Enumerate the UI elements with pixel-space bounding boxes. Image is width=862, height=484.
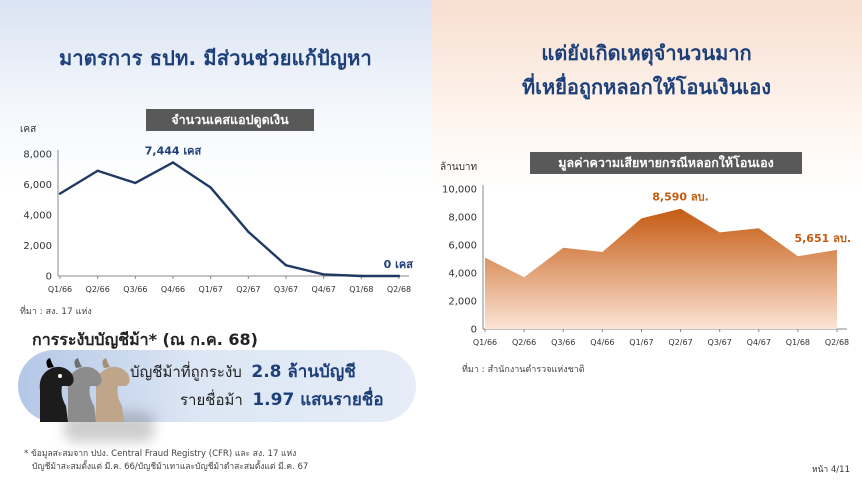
accounts-row-suspended: บัญชีม้าที่ถูกระงับ 2.8 ล้านบัญชี: [130, 358, 356, 385]
y-tick-label: 2,000: [448, 297, 477, 308]
x-tick-label: Q3/66: [551, 338, 575, 347]
right-title-line1: แต่ยังเกิดเหตุจำนวนมาก: [541, 41, 752, 65]
x-tick-label: Q2/68: [825, 338, 849, 347]
names-label: รายชื่อม้า: [180, 391, 243, 409]
horse-heads-group: [39, 358, 130, 422]
x-tick-label: Q4/66: [590, 338, 614, 347]
suspended-label: บัญชีม้าที่ถูกระงับ: [130, 363, 242, 381]
horse-head-icon-tan: [95, 358, 130, 422]
damage-area-series: [485, 208, 837, 329]
right-title: แต่ยังเกิดเหตุจำนวนมาก ที่เหยื่อถูกหลอกใ…: [431, 36, 862, 104]
left-source: ที่มา : สง. 17 แห่ง: [20, 307, 92, 317]
line-data-point: [58, 192, 62, 195]
line-data-point: [322, 273, 325, 276]
x-tick-label: Q1/66: [48, 285, 72, 294]
line-data-point: [247, 230, 250, 233]
right-chart-unit: ล้านบาท: [440, 162, 478, 173]
line-data-point: [134, 181, 137, 185]
y-tick-label: 10,000: [442, 185, 477, 196]
right-source: ที่มา : สำนักงานตำรวจแห่งชาติ: [462, 365, 585, 375]
line-data-point: [397, 274, 401, 278]
x-tick-label: Q4/66: [161, 285, 185, 294]
data-label: 8,590 ลบ.: [652, 191, 709, 204]
x-tick-label: Q2/67: [236, 285, 260, 294]
data-label: 5,651 ลบ.: [794, 232, 851, 245]
y-tick-label: 8,000: [23, 150, 52, 161]
x-tick-label: Q1/66: [473, 338, 497, 347]
line-data-point: [360, 274, 363, 278]
cases-line-chart: 0 2,000 4,000 6,000 8,000 Q1/66 Q2/66 Q3/66 Q4/6…: [23, 144, 414, 294]
y-tick-label: 0: [46, 272, 52, 283]
accounts-row-names: รายชื่อม้า 1.97 แสนรายชื่อ: [180, 386, 384, 413]
x-tick-label: Q2/66: [512, 338, 536, 347]
footnote: * ข้อมูลสะสมจาก ปปง. Central Fraud Regis…: [24, 448, 308, 474]
suspended-value: 2.8 ล้านบัญชี: [251, 362, 356, 382]
horse-head-icon-black: [39, 358, 74, 422]
y-tick-label: 4,000: [23, 211, 52, 222]
data-label: 0 เคส: [384, 258, 414, 271]
y-tick-label: 2,000: [23, 241, 52, 252]
right-chart-title: มูลค่าความเสียหายกรณีหลอกให้โอนเอง: [530, 152, 802, 174]
right-title-line2: ที่เหยื่อถูกหลอกให้โอนเงินเอง: [522, 75, 771, 99]
horse-head-icon-gray: [67, 358, 102, 422]
x-tick-label: Q4/67: [747, 338, 771, 347]
damage-area-chart: 0 2,000 4,000 6,000 8,000 10,000 Q1/66 Q2/66 Q3/…: [442, 185, 851, 348]
left-title: มาตรการ ธปท. มีส่วนช่วยแก้ปัญหา: [58, 46, 372, 70]
names-value: 1.97 แสนรายชื่อ: [252, 390, 384, 410]
y-tick-label: 6,000: [448, 241, 477, 252]
page-number: หน้า 4/11: [812, 465, 850, 475]
x-tick-label: Q1/68: [349, 285, 373, 294]
line-data-point: [171, 161, 175, 164]
cases-line-series: [59, 161, 399, 278]
y-tick-label: 0: [471, 325, 477, 336]
data-label: 7,444 เคส: [145, 144, 202, 157]
y-tick-label: 6,000: [23, 180, 52, 191]
footnote-line2: บัญชีม้าสะสมตั้งแต่ มี.ค. 66/บัญชีม้าเทา…: [32, 462, 309, 472]
x-tick-label: Q3/66: [123, 285, 147, 294]
x-tick-label: Q1/68: [786, 338, 810, 347]
x-tick-label: Q2/66: [86, 285, 110, 294]
line-data-point: [96, 169, 99, 172]
x-tick-label: Q3/67: [708, 338, 732, 347]
left-chart-unit: เคส: [20, 124, 37, 135]
footnote-line1: * ข้อมูลสะสมจาก ปปง. Central Fraud Regis…: [24, 449, 297, 459]
y-tick-label: 4,000: [448, 269, 477, 280]
y-tick-label: 8,000: [448, 213, 477, 224]
x-tick-label: Q4/67: [312, 285, 336, 294]
x-tick-label: Q3/67: [274, 285, 298, 294]
x-tick-label: Q2/67: [668, 338, 692, 347]
line-data-point: [209, 186, 212, 189]
x-tick-label: Q1/67: [199, 285, 223, 294]
accounts-heading: การระงับบัญชีม้า* (ณ ก.ค. 68): [32, 330, 258, 349]
x-tick-label: Q1/67: [629, 338, 653, 347]
line-data-point: [284, 264, 288, 267]
left-chart-title: จำนวนเคสแอปดูดเงิน: [146, 109, 314, 131]
x-tick-label: Q2/68: [387, 285, 411, 294]
